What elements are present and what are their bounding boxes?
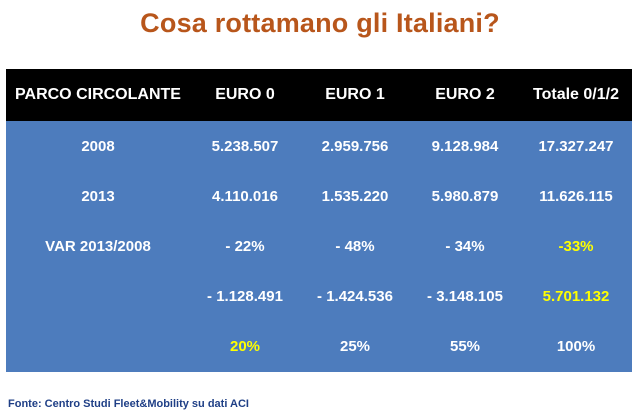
source-note: Fonte: Centro Studi Fleet&Mobility su da…	[8, 398, 249, 410]
table-cell: 5.980.879	[431, 187, 499, 205]
row-label	[6, 272, 190, 322]
table-cell: 100%	[556, 338, 596, 356]
table-cell: - 48%	[335, 237, 375, 255]
table-cell-highlight: -33%	[558, 237, 594, 255]
table-row: - 1.128.491 - 1.424.536 - 3.148.105 5.70…	[6, 271, 632, 322]
row-label: 2008	[81, 137, 115, 155]
slide-title: Cosa rottamano gli Italiani?	[140, 8, 500, 38]
fleet-table: PARCO CIRCOLANTE EURO 0 EURO 1 EURO 2 To…	[6, 69, 632, 372]
table-cell: 5.238.507	[211, 137, 279, 155]
table-cell-highlight: 5.701.132	[542, 288, 610, 306]
table-cell: 55%	[449, 338, 481, 356]
data-table: PARCO CIRCOLANTE EURO 0 EURO 1 EURO 2 To…	[6, 69, 632, 372]
table-row: 20% 25% 55% 100%	[6, 321, 632, 372]
table-cell: 11.626.115	[539, 187, 613, 205]
table-cell: - 22%	[225, 237, 265, 255]
table-cell: - 34%	[445, 237, 485, 255]
table-cell: - 3.148.105	[427, 288, 503, 306]
table-header-row: PARCO CIRCOLANTE EURO 0 EURO 1 EURO 2 To…	[6, 69, 632, 121]
table-cell: 2.959.756	[321, 137, 389, 155]
table-cell: 25%	[339, 338, 371, 356]
table-cell: 17.327.247	[538, 137, 614, 155]
header-euro-0: EURO 0	[215, 86, 275, 103]
table-row: 2013 4.110.016 1.535.220 5.980.879 11.62…	[6, 171, 632, 222]
table-row: VAR 2013/2008 - 22% - 48% - 34% -33%	[6, 221, 632, 272]
table-cell: 4.110.016	[212, 187, 278, 205]
table-cell: - 1.128.491	[207, 288, 283, 306]
row-label: VAR 2013/2008	[45, 237, 151, 255]
table-cell-highlight: 20%	[229, 338, 261, 356]
header-totale: Totale 0/1/2	[533, 86, 619, 103]
row-label	[6, 322, 190, 372]
table-row: 2008 5.238.507 2.959.756 9.128.984 17.32…	[6, 121, 632, 172]
header-parco-circolante: PARCO CIRCOLANTE	[15, 86, 181, 103]
table-cell: 9.128.984	[431, 137, 499, 155]
table-cell: 1.535.220	[321, 187, 389, 205]
row-label: 2013	[81, 187, 115, 205]
table-cell: - 1.424.536	[317, 288, 393, 306]
header-euro-2: EURO 2	[435, 86, 495, 103]
header-euro-1: EURO 1	[325, 86, 385, 103]
